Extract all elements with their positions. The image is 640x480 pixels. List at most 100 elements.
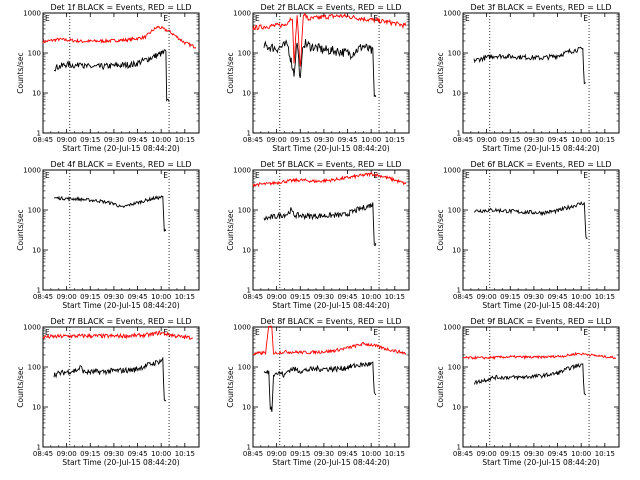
y-tick-label: 100 (238, 50, 251, 58)
plot-frame (252, 326, 410, 448)
x-axis-label: Start Time (20-Jul-15 08:44:20) (62, 144, 179, 153)
x-tick-label: 08:45 (243, 450, 263, 458)
panel-det-5: Det 5f BLACK = Events, RED = LLD 08:45 09:… (226, 160, 410, 310)
y-tick-label: 1 (247, 130, 251, 138)
y-tick-label: 1 (37, 287, 41, 295)
x-tick-label: 09:30 (314, 136, 334, 144)
events-line (263, 361, 377, 412)
y-tick-label: 1 (37, 130, 41, 138)
panel-det-4: Det 4f BLACK = Events, RED = LLD 08:45 09:… (16, 160, 200, 310)
x-tick-label: 10:15 (595, 293, 615, 301)
x-tick-label: 09:15 (500, 450, 520, 458)
start-marker-label: E (45, 171, 50, 180)
x-tick-label: 09:00 (477, 450, 497, 458)
x-tick-label: 09:30 (104, 293, 124, 301)
panel-title: Det 9f BLACK = Events, RED = LLD (470, 317, 611, 326)
x-tick-label: 09:30 (524, 450, 544, 458)
plot-frame (462, 326, 620, 448)
x-tick-label: 09:00 (267, 450, 287, 458)
x-tick-label: 10:00 (571, 450, 591, 458)
y-axis-label: Counts/sec (226, 209, 235, 250)
x-axis-label: Start Time (20-Jul-15 08:44:20) (272, 458, 389, 467)
y-tick-label: 100 (448, 50, 461, 58)
panel-title: Det 3f BLACK = Events, RED = LLD (470, 3, 611, 12)
x-axis-label: Start Time (20-Jul-15 08:44:20) (272, 144, 389, 153)
x-tick-label: 09:30 (314, 293, 334, 301)
x-tick-label: 09:15 (500, 136, 520, 144)
plot-frame (42, 169, 200, 291)
y-tick-label: 1 (457, 130, 461, 138)
lld-line (252, 325, 407, 356)
x-tick-label: 09:30 (104, 450, 124, 458)
x-tick-label: 10:15 (385, 293, 405, 301)
y-tick-label: 10 (452, 247, 461, 255)
y-axis-label: Counts/sec (436, 366, 445, 407)
y-tick-label: 10 (242, 404, 251, 412)
y-tick-label: 10 (32, 247, 41, 255)
panel-det-8: Det 8f BLACK = Events, RED = LLD 08:45 09:… (226, 317, 410, 467)
panel-det-3: Det 3f BLACK = Events, RED = LLD 08:45 09:… (436, 3, 620, 153)
x-tick-label: 10:00 (151, 450, 171, 458)
y-axis-label: Counts/sec (16, 209, 25, 250)
x-tick-label: 08:45 (453, 136, 473, 144)
x-tick-label: 08:45 (243, 136, 263, 144)
y-axis-label: Counts/sec (436, 52, 445, 93)
panel-det-1: Det 1f BLACK = Events, RED = LLD 08:45 09:… (16, 3, 200, 153)
y-tick-label: 1000 (443, 167, 461, 175)
y-tick-label: 1 (247, 444, 251, 452)
panel-title: Det 5f BLACK = Events, RED = LLD (260, 160, 401, 169)
x-tick-label: 09:00 (477, 293, 497, 301)
end-marker-label: E (373, 328, 378, 337)
x-tick-label: 09:00 (57, 136, 77, 144)
x-tick-label: 09:30 (314, 450, 334, 458)
y-tick-label: 1000 (23, 10, 41, 18)
events-line (53, 49, 170, 103)
x-tick-label: 09:00 (267, 136, 287, 144)
x-tick-label: 09:00 (57, 450, 77, 458)
x-tick-label: 09:45 (547, 293, 567, 301)
y-tick-label: 10 (242, 90, 251, 98)
x-tick-label: 09:45 (337, 450, 357, 458)
y-tick-label: 1000 (233, 167, 251, 175)
panel-det-7: Det 7f BLACK = Events, RED = LLD 08:45 09:… (16, 317, 200, 467)
x-tick-label: 08:45 (453, 450, 473, 458)
x-tick-label: 10:00 (361, 136, 381, 144)
x-axis-label: Start Time (20-Jul-15 08:44:20) (482, 301, 599, 310)
x-tick-label: 09:30 (524, 293, 544, 301)
panel-det-6: Det 6f BLACK = Events, RED = LLD 08:45 09:… (436, 160, 620, 310)
x-tick-label: 10:00 (361, 293, 381, 301)
end-marker-label: E (583, 14, 588, 23)
y-tick-label: 1 (247, 287, 251, 295)
y-axis-label: Counts/sec (226, 366, 235, 407)
x-tick-label: 09:45 (127, 136, 147, 144)
panel-title: Det 6f BLACK = Events, RED = LLD (470, 160, 611, 169)
plot-frame (462, 12, 620, 134)
events-line (263, 39, 377, 98)
start-marker-label: E (255, 328, 260, 337)
x-tick-label: 09:45 (337, 136, 357, 144)
y-tick-label: 100 (448, 364, 461, 372)
y-tick-label: 10 (452, 90, 461, 98)
plot-frame (252, 169, 410, 291)
x-tick-label: 10:15 (595, 450, 615, 458)
y-tick-label: 100 (28, 50, 41, 58)
y-tick-label: 10 (32, 90, 41, 98)
y-tick-label: 1 (457, 444, 461, 452)
panel-title: Det 8f BLACK = Events, RED = LLD (260, 317, 401, 326)
x-tick-label: 10:00 (571, 136, 591, 144)
y-tick-label: 100 (448, 207, 461, 215)
y-tick-label: 10 (452, 404, 461, 412)
y-tick-label: 1000 (23, 324, 41, 332)
x-tick-label: 10:15 (175, 450, 195, 458)
panel-det-9: Det 9f BLACK = Events, RED = LLD 08:45 09:… (436, 317, 620, 467)
panel-title: Det 1f BLACK = Events, RED = LLD (50, 3, 191, 12)
start-marker-label: E (465, 14, 470, 23)
x-tick-label: 09:15 (80, 136, 100, 144)
x-tick-label: 10:15 (175, 136, 195, 144)
events-line (263, 202, 377, 247)
x-tick-label: 09:45 (337, 293, 357, 301)
plot-frame (462, 169, 620, 291)
start-marker-label: E (465, 328, 470, 337)
x-tick-label: 09:45 (127, 450, 147, 458)
end-marker-label: E (163, 171, 168, 180)
